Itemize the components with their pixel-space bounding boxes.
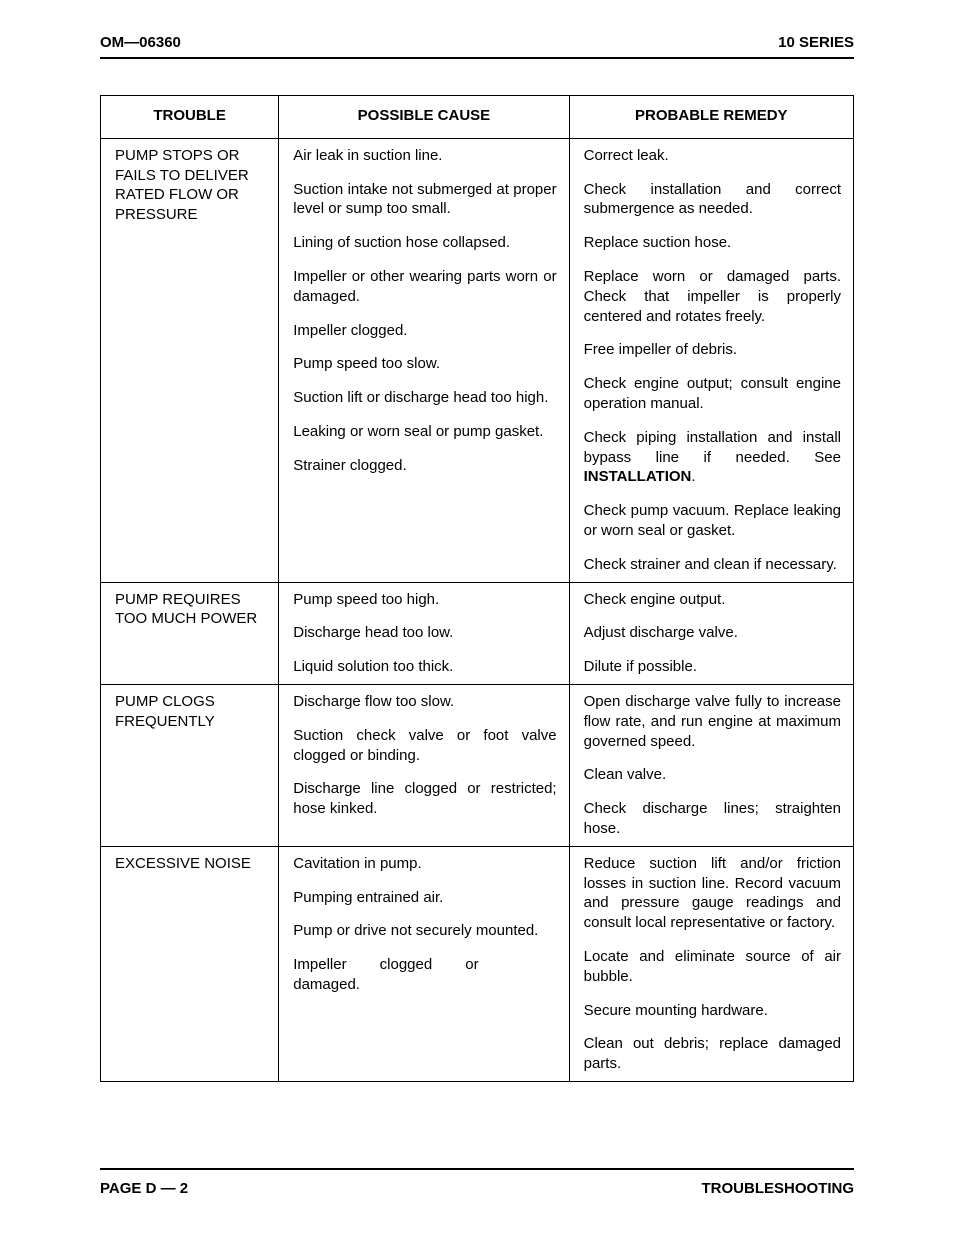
trouble-cell: PUMP STOPS OR FAILS TO DELIVER RATED FLO… [101,138,279,582]
cause-item: Leaking or worn seal or pump gasket. [279,415,568,449]
cause-item: Discharge head too low. [279,616,568,650]
trouble-cell: EXCESSIVE NOISE [101,846,279,1081]
remedy-item: Check installation and correct submergen… [570,173,853,227]
table-header-row: TROUBLE POSSIBLE CAUSE PROBABLE REMEDY [101,96,854,139]
cause-item: Pump or drive not securely mounted. [279,914,568,948]
cause-item: Pump speed too slow. [279,347,568,381]
remedy-item: Secure mounting hardware. [570,994,853,1028]
remedy-item: Replace worn or damaged parts. Check tha… [570,260,853,333]
remedy-item: Check strainer and clean if necessary. [570,548,853,582]
trouble-cell: PUMP CLOGS FREQUENTLY [101,684,279,846]
header-right: 10 SERIES [778,34,854,51]
remedy-item: Free impeller of debris. [570,333,853,367]
troubleshooting-table: TROUBLE POSSIBLE CAUSE PROBABLE REMEDY P… [100,95,854,1082]
cause-cell: Cavitation in pump.Pumping entrained air… [279,846,569,1081]
footer-left: PAGE D — 2 [100,1180,188,1197]
footer-right: TROUBLESHOOTING [702,1180,855,1197]
col-cause: POSSIBLE CAUSE [279,96,569,139]
cause-item: Impeller or other wearing parts worn or … [279,260,568,314]
cause-item: Impeller clogged. [279,314,568,348]
remedy-cell: Check engine output.Adjust discharge val… [569,582,853,684]
remedy-item: Check pump vacuum. Replace leaking or wo… [570,494,853,548]
cause-item: Suction lift or discharge head too high. [279,381,568,415]
col-remedy: PROBABLE REMEDY [569,96,853,139]
remedy-cell: Reduce suction lift and/or friction loss… [569,846,853,1081]
remedy-item: Check piping installation and install by… [570,421,853,494]
remedy-item: Open discharge valve fully to increase f… [570,685,853,758]
cause-item: Impeller clogged or damaged. [279,948,568,1002]
header-left: OM—06360 [100,34,181,51]
page-header: OM—06360 10 SERIES [100,34,854,59]
cause-cell: Pump speed too high.Discharge head too l… [279,582,569,684]
cause-item: Discharge line clogged or restricted; ho… [279,772,568,826]
cause-item: Air leak in suction line. [279,139,568,173]
cause-cell: Discharge flow too slow.Suction check va… [279,684,569,846]
cause-item: Suction check valve or foot valve clogge… [279,719,568,773]
cause-cell: Air leak in suction line.Suction intake … [279,138,569,582]
trouble-cell: PUMP REQUIRES TOO MUCH POWER [101,582,279,684]
remedy-item: Check engine output; consult engine oper… [570,367,853,421]
cause-item: Strainer clogged. [279,449,568,483]
cause-item: Lining of suction hose collapsed. [279,226,568,260]
table-row: PUMP STOPS OR FAILS TO DELIVER RATED FLO… [101,138,854,582]
remedy-item: Check discharge lines; straighten hose. [570,792,853,846]
remedy-item: Correct leak. [570,139,853,173]
cause-item: Pump speed too high. [279,583,568,617]
cause-item: Pumping entrained air. [279,881,568,915]
cause-item: Liquid solution too thick. [279,650,568,684]
col-trouble: TROUBLE [101,96,279,139]
remedy-item: Check engine output. [570,583,853,617]
page: OM—06360 10 SERIES TROUBLE POSSIBLE CAUS… [0,0,954,1235]
cause-item: Cavitation in pump. [279,847,568,881]
remedy-item: Adjust discharge valve. [570,616,853,650]
remedy-item: Reduce suction lift and/or friction loss… [570,847,853,940]
remedy-item: Clean valve. [570,758,853,792]
remedy-cell: Correct leak.Check installation and corr… [569,138,853,582]
page-footer: PAGE D — 2 TROUBLESHOOTING [100,1168,854,1197]
remedy-item: Locate and eliminate source of air bubbl… [570,940,853,994]
table-row: PUMP REQUIRES TOO MUCH POWERPump speed t… [101,582,854,684]
remedy-cell: Open discharge valve fully to increase f… [569,684,853,846]
remedy-item: Clean out debris; replace damaged parts. [570,1027,853,1081]
remedy-item: Replace suction hose. [570,226,853,260]
cause-item: Suction intake not submerged at proper l… [279,173,568,227]
remedy-item: Dilute if possible. [570,650,853,684]
table-row: EXCESSIVE NOISECavitation in pump.Pumpin… [101,846,854,1081]
troubleshooting-table-wrap: TROUBLE POSSIBLE CAUSE PROBABLE REMEDY P… [100,95,854,1082]
cause-item: Discharge flow too slow. [279,685,568,719]
table-row: PUMP CLOGS FREQUENTLYDischarge flow too … [101,684,854,846]
footer-rule [100,1168,854,1170]
